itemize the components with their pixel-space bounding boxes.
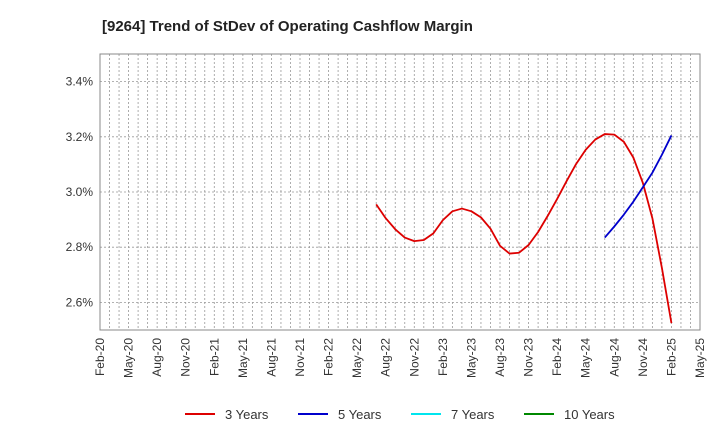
x-tick-label: Feb-21 xyxy=(207,338,221,376)
x-tick-label: Feb-24 xyxy=(550,338,564,376)
x-tick-label: Nov-24 xyxy=(636,338,650,377)
x-tick-label: May-23 xyxy=(464,338,478,378)
x-tick-label: May-25 xyxy=(693,338,707,378)
chart-title: [9264] Trend of StDev of Operating Cashf… xyxy=(102,18,473,35)
x-tick-label: May-22 xyxy=(350,338,364,378)
legend: 3 Years 5 Years 7 Years 10 Years xyxy=(185,407,615,422)
grid xyxy=(100,54,700,330)
y-tick-label: 2.6% xyxy=(66,295,94,309)
x-tick-label: Aug-22 xyxy=(379,338,393,377)
x-tick-label: Feb-23 xyxy=(436,338,450,376)
x-tick-label: Nov-20 xyxy=(179,338,193,377)
y-tick-label: 3.4% xyxy=(66,75,94,89)
y-tick-label: 2.8% xyxy=(66,240,94,254)
legend-label-4: 10 Years xyxy=(564,407,615,422)
series-line-2 xyxy=(604,135,673,239)
series-group xyxy=(375,133,673,324)
legend-label-1: 3 Years xyxy=(225,407,269,422)
x-tick-label: Nov-23 xyxy=(522,338,536,377)
x-tick-label: Nov-21 xyxy=(293,338,307,377)
x-tick-label: Feb-25 xyxy=(664,338,678,376)
x-tick-label: Aug-20 xyxy=(150,338,164,377)
x-axis: Feb-20 May-20 Aug-20 Nov-20 Feb-21 May-21 Aug-… xyxy=(93,338,707,378)
legend-label-2: 5 Years xyxy=(338,407,382,422)
legend-label-3: 7 Years xyxy=(451,407,495,422)
x-tick-label: Aug-23 xyxy=(493,338,507,377)
x-tick-label: Feb-22 xyxy=(322,338,336,376)
y-tick-label: 3.2% xyxy=(66,130,94,144)
y-axis: 2.6% 2.8% 3.0% 3.2% 3.4% xyxy=(66,75,94,310)
x-tick-label: Nov-22 xyxy=(407,338,421,377)
y-tick-label: 3.0% xyxy=(66,185,94,199)
x-tick-label: Aug-24 xyxy=(607,338,621,377)
x-tick-label: May-24 xyxy=(579,338,593,378)
plot-area xyxy=(99,53,701,331)
x-tick-label: Aug-21 xyxy=(264,338,278,377)
x-tick-label: Feb-20 xyxy=(93,338,107,376)
x-tick-label: May-21 xyxy=(236,338,250,378)
series-line-1 xyxy=(375,133,673,324)
x-tick-label: May-20 xyxy=(122,338,136,378)
